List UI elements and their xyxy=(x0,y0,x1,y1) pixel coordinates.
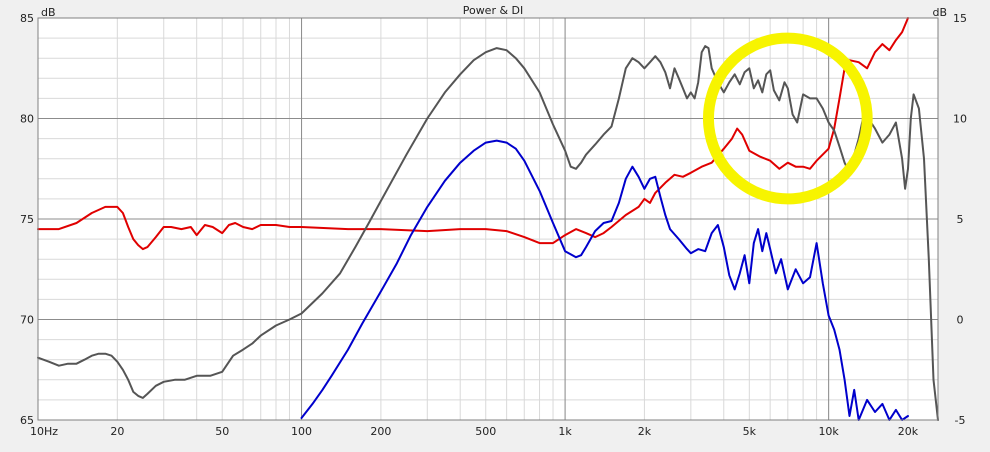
x-tick-label: 10Hz xyxy=(30,425,58,438)
x-tick-label: 100 xyxy=(291,425,312,438)
y-right-tick-label: 0 xyxy=(957,314,964,327)
x-tick-label: 50 xyxy=(215,425,229,438)
x-tick-label: 20k xyxy=(898,425,919,438)
y-left-tick-label: 70 xyxy=(20,314,34,327)
x-tick-label: 5k xyxy=(743,425,757,438)
tick-labels: 10Hz 20 50 100 200 500 1k 2k 5k 10k 20k6570758085-… xyxy=(20,12,967,438)
x-tick-label: 10k xyxy=(818,425,839,438)
right-axis-unit: dB xyxy=(932,6,947,19)
annotation-layer xyxy=(702,32,873,205)
y-right-tick-label: -5 xyxy=(955,414,966,427)
y-left-tick-label: 80 xyxy=(20,113,34,126)
x-tick-label: 200 xyxy=(370,425,391,438)
x-tick-label: 1k xyxy=(558,425,572,438)
y-left-tick-label: 75 xyxy=(20,213,34,226)
x-tick-label: 2k xyxy=(638,425,652,438)
series-line-3 xyxy=(300,139,909,421)
y-right-tick-label: 15 xyxy=(953,12,967,25)
y-right-tick-label: 10 xyxy=(953,113,967,126)
y-left-tick-label: 85 xyxy=(20,12,34,25)
x-tick-label: 500 xyxy=(475,425,496,438)
y-left-tick-label: 65 xyxy=(20,414,34,427)
series-line-2 xyxy=(37,45,939,421)
plot-frame xyxy=(37,17,939,421)
annotation-ellipse xyxy=(702,32,873,205)
x-tick-label: 20 xyxy=(110,425,124,438)
left-axis-unit: dB xyxy=(41,6,56,19)
y-right-tick-label: 5 xyxy=(957,213,964,226)
chart-title: Power & DI xyxy=(463,4,524,17)
series-line-1 xyxy=(37,17,909,251)
series-layer xyxy=(37,17,939,421)
